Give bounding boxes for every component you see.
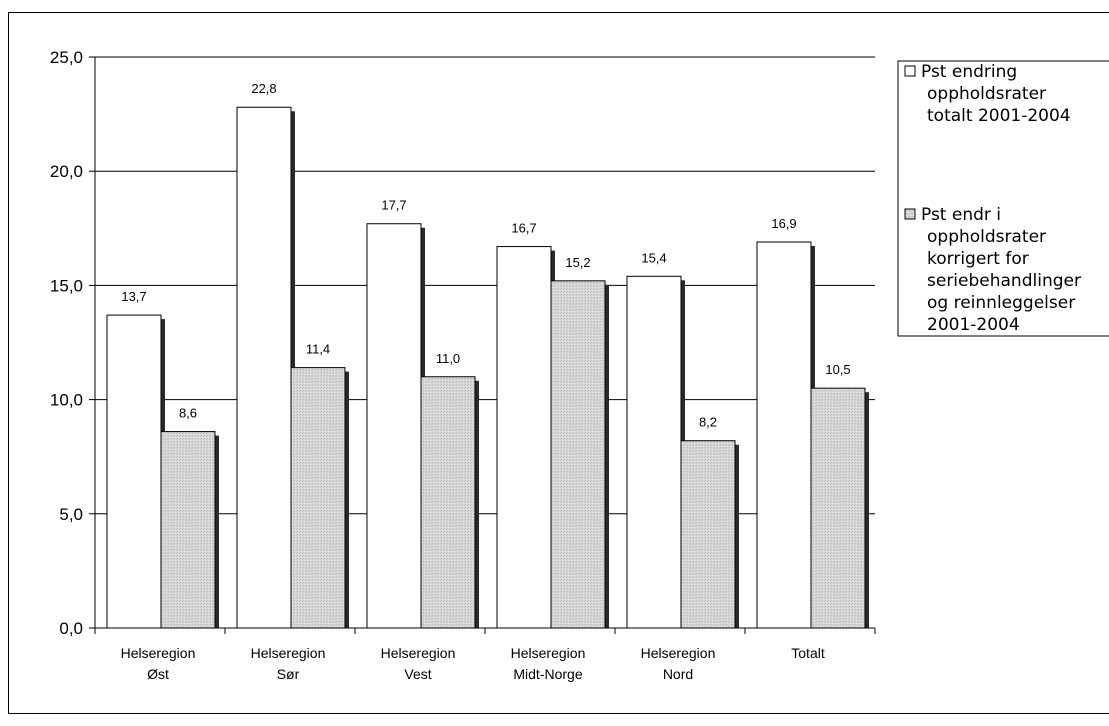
- x-category-label: Helseregion Nord: [641, 645, 716, 682]
- legend-box: [897, 60, 1109, 337]
- legend-label: Pst endring: [921, 62, 1017, 82]
- legend-label: korrigert for: [927, 249, 1029, 269]
- chart-border: [8, 12, 1109, 714]
- bar: [420, 376, 476, 629]
- data-label: 8,2: [699, 415, 717, 430]
- data-label: 16,9: [771, 216, 796, 231]
- data-label: 11,0: [436, 351, 460, 366]
- bar: [550, 280, 606, 629]
- x-category-label-line: Vest: [404, 666, 431, 682]
- data-label: 10,5: [825, 362, 850, 377]
- x-category-label-line: Helseregion: [381, 645, 456, 661]
- y-tick-label: 15,0: [50, 276, 83, 295]
- x-category-label-line: Midt-Norge: [513, 666, 582, 682]
- y-tick-label: 25,0: [50, 48, 83, 67]
- y-tick-label: 0,0: [59, 619, 83, 638]
- x-category-label: Totalt: [791, 645, 825, 661]
- x-category-label: Helseregion Sør: [251, 645, 326, 682]
- x-category-label-line: Helseregion: [511, 645, 586, 661]
- x-category-label: Helseregion Vest: [381, 645, 456, 682]
- data-label: 15,2: [565, 255, 590, 270]
- y-tick-label: 5,0: [59, 505, 83, 524]
- x-category-label-line: Helseregion: [121, 645, 196, 661]
- x-category-label-line: Helseregion: [251, 645, 326, 661]
- legend-label: og reinnleggelser: [927, 293, 1075, 313]
- legend-label: totalt 2001-2004: [927, 106, 1071, 126]
- bar: [680, 440, 736, 629]
- x-category-label-line: Totalt: [791, 645, 825, 661]
- data-label: 17,7: [381, 198, 406, 213]
- data-label: 11,4: [306, 342, 330, 357]
- legend-label: oppholdsrater: [927, 84, 1046, 104]
- x-category-label: Helseregion Øst: [121, 645, 196, 682]
- x-category-label-line: Sør: [277, 666, 300, 682]
- legend-label: 2001-2004: [927, 315, 1020, 335]
- legend-label: Pst endr i: [921, 205, 1001, 225]
- data-label: 8,6: [179, 406, 197, 421]
- bar: [756, 241, 812, 629]
- x-category-label-line: Øst: [147, 666, 169, 682]
- y-tick-label: 20,0: [50, 162, 83, 181]
- bars: 13,7 8,6 22,8 11,4 17,7 11,0 16,7 15,2 15,4 8,2 16…: [106, 81, 869, 629]
- data-label: 22,8: [251, 81, 276, 96]
- x-category-label: Helseregion Midt-Norge: [511, 645, 586, 682]
- legend-label: seriebehandlinger: [927, 271, 1081, 291]
- data-label: 15,4: [641, 250, 666, 265]
- bar: [160, 431, 216, 629]
- bar: [290, 367, 346, 629]
- legend-label: oppholdsrater: [927, 227, 1046, 247]
- bar: [810, 387, 866, 629]
- y-tick-label: 10,0: [50, 391, 83, 410]
- x-category-label-line: Nord: [663, 666, 693, 682]
- bar: [496, 246, 552, 629]
- data-label: 13,7: [121, 289, 146, 304]
- x-category-label-line: Helseregion: [641, 645, 716, 661]
- legend-swatch: [904, 208, 916, 220]
- data-label: 16,7: [511, 221, 536, 236]
- legend-swatch: [904, 65, 916, 77]
- bar: [106, 314, 162, 629]
- gridlines: [95, 56, 875, 515]
- bar: [366, 223, 422, 629]
